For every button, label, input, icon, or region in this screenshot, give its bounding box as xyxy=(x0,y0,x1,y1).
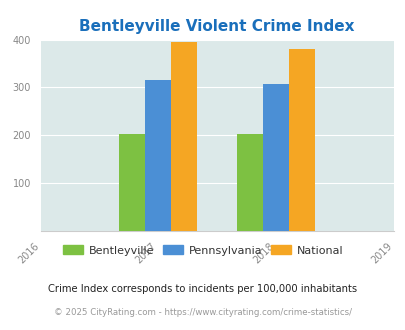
Bar xyxy=(262,84,288,231)
Bar xyxy=(237,134,262,231)
Text: Crime Index corresponds to incidents per 100,000 inhabitants: Crime Index corresponds to incidents per… xyxy=(48,284,357,294)
Legend: Bentleyville, Pennsylvania, National: Bentleyville, Pennsylvania, National xyxy=(58,241,347,260)
Bar xyxy=(145,80,171,231)
Bar xyxy=(288,49,314,231)
Bar xyxy=(171,43,197,231)
Text: © 2025 CityRating.com - https://www.cityrating.com/crime-statistics/: © 2025 CityRating.com - https://www.city… xyxy=(54,308,351,317)
Title: Bentleyville Violent Crime Index: Bentleyville Violent Crime Index xyxy=(79,19,354,34)
Bar xyxy=(119,134,145,231)
